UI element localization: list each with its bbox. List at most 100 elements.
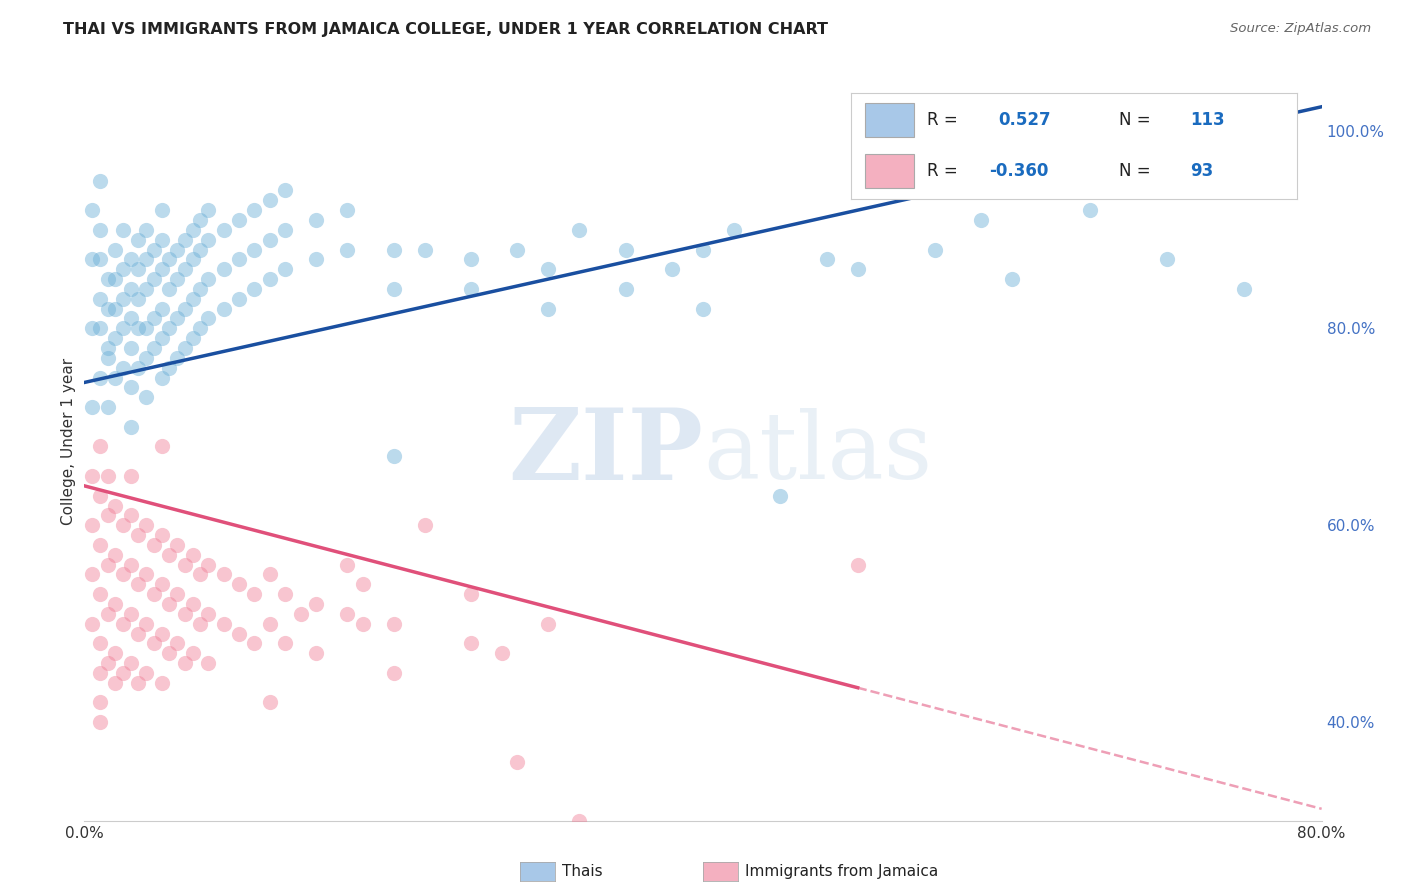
Point xyxy=(174,656,197,670)
Point xyxy=(150,233,173,247)
Point xyxy=(82,518,104,533)
Point xyxy=(159,646,180,660)
Point xyxy=(104,646,127,660)
Point xyxy=(159,548,180,562)
Point xyxy=(305,597,328,611)
Point xyxy=(382,450,405,464)
Point xyxy=(143,636,166,650)
Point xyxy=(243,282,266,296)
Point xyxy=(243,203,266,218)
Point xyxy=(135,616,157,631)
Point xyxy=(120,656,142,670)
Point xyxy=(135,665,157,680)
Point xyxy=(197,656,219,670)
Point xyxy=(135,390,157,404)
Point xyxy=(89,223,111,237)
Point xyxy=(568,814,591,828)
Point xyxy=(197,311,219,326)
Point xyxy=(491,646,513,660)
Point xyxy=(96,656,118,670)
Point xyxy=(174,341,197,355)
Point xyxy=(127,360,149,375)
Point xyxy=(181,646,204,660)
Point xyxy=(150,301,173,316)
Point xyxy=(159,321,180,335)
Point xyxy=(89,489,111,503)
Point xyxy=(846,262,869,277)
Point xyxy=(120,380,142,394)
Point xyxy=(89,715,111,730)
Point xyxy=(970,213,993,227)
Point xyxy=(274,587,297,601)
Text: Immigrants from Jamaica: Immigrants from Jamaica xyxy=(745,864,938,879)
Point xyxy=(174,233,197,247)
Point xyxy=(150,675,173,690)
Point xyxy=(212,223,235,237)
Point xyxy=(568,223,591,237)
Point xyxy=(104,272,127,286)
Point xyxy=(382,243,405,257)
Text: THAI VS IMMIGRANTS FROM JAMAICA COLLEGE, UNDER 1 YEAR CORRELATION CHART: THAI VS IMMIGRANTS FROM JAMAICA COLLEGE,… xyxy=(63,22,828,37)
Point xyxy=(104,597,127,611)
Text: Thais: Thais xyxy=(562,864,603,879)
Point xyxy=(1078,203,1101,218)
Point xyxy=(150,262,173,277)
Point xyxy=(243,587,266,601)
Point xyxy=(143,341,166,355)
Point xyxy=(166,636,188,650)
Point xyxy=(336,243,359,257)
Point xyxy=(82,203,104,218)
Point xyxy=(104,548,127,562)
Point xyxy=(135,351,157,365)
Point xyxy=(127,262,149,277)
Point xyxy=(135,252,157,267)
Point xyxy=(112,616,135,631)
Point xyxy=(82,400,104,414)
Point xyxy=(112,292,135,306)
Point xyxy=(127,528,149,542)
Point xyxy=(228,213,250,227)
Point xyxy=(166,311,188,326)
Point xyxy=(89,440,111,454)
Point xyxy=(89,292,111,306)
Point xyxy=(150,626,173,640)
Point xyxy=(181,223,204,237)
Point xyxy=(150,577,173,591)
Point xyxy=(96,469,118,483)
Point xyxy=(96,508,118,523)
Point xyxy=(259,616,281,631)
Point xyxy=(112,567,135,582)
Point xyxy=(212,262,235,277)
Point xyxy=(89,538,111,552)
Point xyxy=(1047,124,1070,138)
Point xyxy=(150,440,173,454)
Point xyxy=(150,203,173,218)
Point xyxy=(104,243,127,257)
Point xyxy=(120,252,142,267)
Point xyxy=(135,567,157,582)
Point xyxy=(413,518,436,533)
Point xyxy=(661,262,683,277)
Point xyxy=(382,616,405,631)
Point xyxy=(96,607,118,621)
Point xyxy=(197,203,219,218)
Point xyxy=(166,243,188,257)
Point xyxy=(82,252,104,267)
Point xyxy=(127,321,149,335)
Point xyxy=(769,489,792,503)
Point xyxy=(460,587,482,601)
Point xyxy=(413,243,436,257)
Point xyxy=(259,567,281,582)
Point xyxy=(723,223,745,237)
Point xyxy=(274,636,297,650)
Point xyxy=(259,233,281,247)
Point xyxy=(166,587,188,601)
Point xyxy=(188,282,211,296)
Point xyxy=(924,243,946,257)
Point xyxy=(82,321,104,335)
Point xyxy=(127,626,149,640)
Point xyxy=(692,301,714,316)
Point xyxy=(197,558,219,572)
Point xyxy=(274,184,297,198)
Point xyxy=(460,282,482,296)
